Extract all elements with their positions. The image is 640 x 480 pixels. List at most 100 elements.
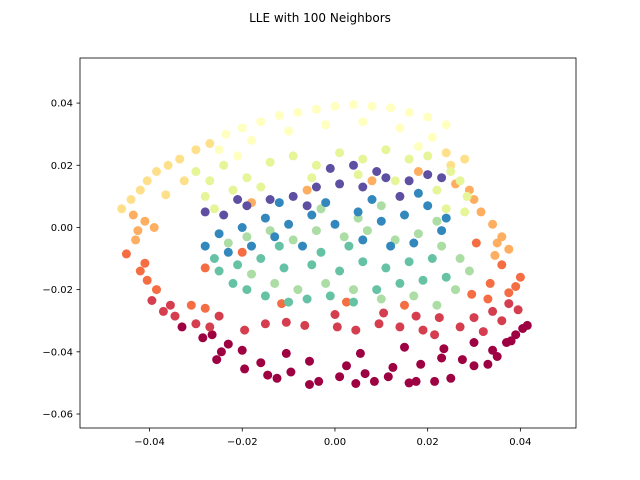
scatter-point — [198, 333, 208, 343]
scatter-point — [228, 278, 238, 288]
scatter-point — [441, 120, 451, 130]
scatter-point — [404, 257, 414, 267]
scatter-point — [256, 358, 266, 368]
scatter-point — [186, 300, 196, 310]
scatter-point — [316, 247, 326, 257]
scatter-point — [374, 319, 384, 329]
scatter-point — [200, 241, 210, 251]
scatter-point — [432, 216, 442, 226]
y-tick-label: −0.02 — [42, 285, 73, 296]
scatter-point — [485, 278, 495, 288]
scatter-point — [205, 139, 215, 148]
scatter-point — [242, 201, 252, 211]
scatter-point — [209, 254, 219, 263]
scatter-point — [265, 195, 275, 204]
y-tick-label: −0.04 — [42, 347, 73, 358]
scatter-point — [265, 226, 275, 236]
scatter-point — [400, 342, 409, 352]
scatter-point — [395, 191, 405, 201]
scatter-point — [413, 142, 423, 152]
scatter-point — [175, 154, 185, 164]
scatter-point — [383, 372, 393, 382]
x-tick-label: 0.04 — [509, 437, 531, 448]
scatter-point — [228, 185, 238, 195]
scatter-point — [330, 310, 340, 319]
scatter-point — [335, 179, 345, 189]
scatter-point — [321, 120, 331, 130]
scatter-point — [376, 294, 386, 304]
scatter-point — [219, 210, 229, 220]
scatter-point — [223, 339, 233, 349]
scatter-point — [305, 380, 314, 389]
scatter-point — [432, 185, 442, 195]
scatter-point — [209, 204, 219, 214]
scatter-point — [126, 195, 136, 204]
scatter-point — [223, 247, 233, 257]
scatter-point — [142, 275, 152, 285]
scatter-point — [191, 319, 201, 329]
scatter-point — [351, 379, 361, 388]
scatter-point — [439, 344, 449, 354]
scatter-point — [390, 235, 400, 245]
scatter-point — [418, 325, 428, 335]
scatter-point — [152, 167, 161, 176]
scatter-point — [223, 238, 233, 248]
scatter-point — [388, 362, 398, 372]
scatter-point — [307, 260, 317, 270]
scatter-point — [362, 226, 372, 236]
scatter-point — [358, 117, 368, 127]
scatter-point — [274, 241, 284, 251]
scatter-point — [349, 285, 358, 295]
scatter-point — [437, 241, 447, 251]
chart-title: LLE with 100 Neighbors — [249, 11, 391, 25]
scatter-point — [242, 285, 252, 295]
scatter-point — [305, 356, 314, 366]
scatter-point — [300, 320, 310, 330]
scatter-point — [460, 154, 470, 164]
scatter-point — [256, 254, 266, 263]
scatter-point — [339, 232, 349, 242]
scatter-point — [437, 173, 447, 183]
scatter-point — [247, 269, 256, 279]
scatter-point — [330, 101, 340, 111]
scatter-point — [207, 330, 217, 340]
scatter-point — [214, 311, 224, 321]
scatter-point — [411, 376, 421, 386]
scatter-point — [409, 291, 419, 301]
scatter-point — [307, 173, 317, 183]
scatter-point — [302, 185, 312, 195]
scatter-point — [367, 101, 377, 111]
scatter-point — [441, 272, 451, 282]
scatter-point — [400, 300, 409, 310]
scatter-point — [478, 327, 488, 337]
scatter-point — [349, 100, 358, 110]
scatter-point — [325, 291, 335, 301]
scatter-point — [335, 266, 345, 276]
x-tick-label: 0.00 — [324, 437, 346, 448]
scatter-point — [353, 170, 363, 180]
scatter-point — [427, 132, 437, 142]
scatter-point — [418, 275, 428, 285]
scatter-point — [293, 107, 303, 117]
scatter-point — [260, 291, 270, 301]
scatter-point — [298, 241, 307, 251]
scatter-point — [237, 223, 247, 232]
scatter-point — [460, 207, 470, 217]
scatter-point — [284, 219, 294, 229]
scatter-point — [423, 170, 433, 180]
scatter-point — [117, 204, 127, 214]
scatter-point — [263, 370, 273, 380]
scatter-point — [212, 355, 222, 365]
scatter-point — [381, 263, 391, 273]
scatter-point — [372, 167, 382, 176]
scatter-point — [381, 173, 391, 183]
scatter-point — [265, 157, 275, 167]
scatter-point — [274, 111, 284, 120]
scatter-point — [381, 145, 391, 155]
scatter-point — [386, 103, 396, 113]
scatter-point — [369, 376, 379, 386]
scatter-point — [152, 285, 161, 295]
x-tick-label: −0.04 — [134, 437, 165, 448]
scatter-point — [284, 297, 294, 307]
scatter-point — [409, 238, 419, 248]
